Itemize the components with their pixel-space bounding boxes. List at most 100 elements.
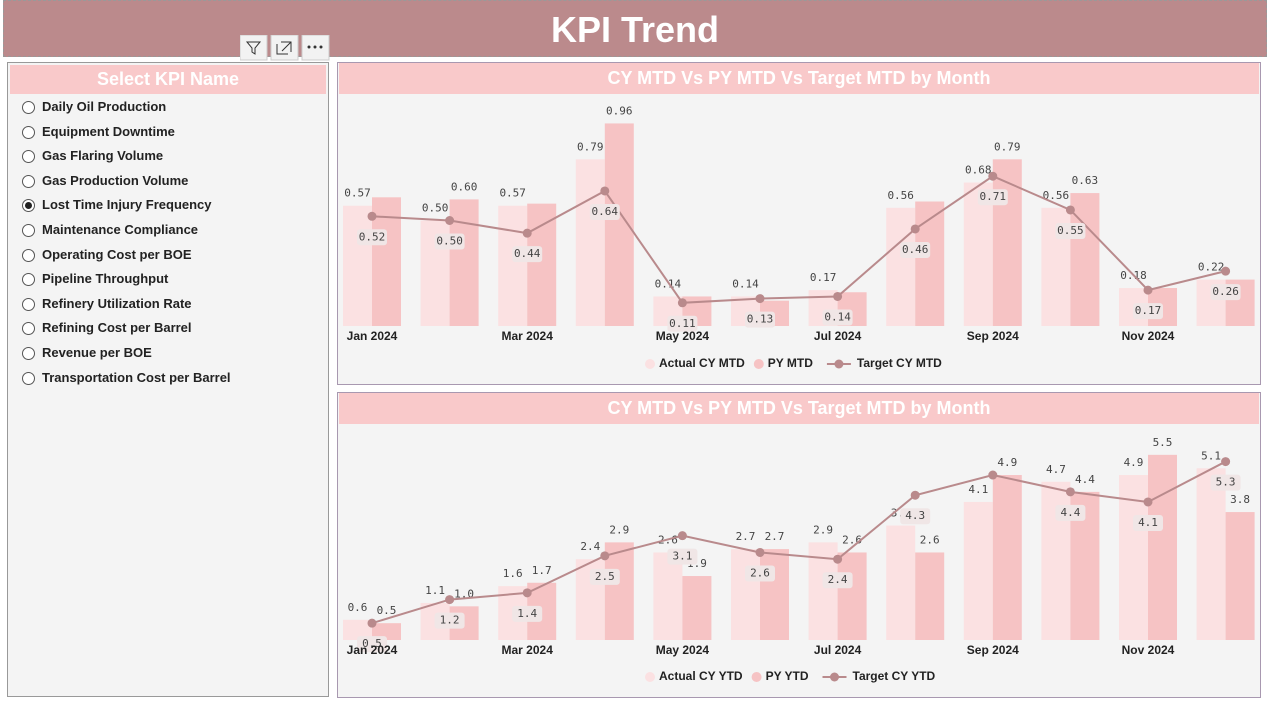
line-marker <box>677 531 687 541</box>
x-tick-label: Jul 2024 <box>814 329 862 343</box>
line-marker <box>1065 487 1075 497</box>
radio[interactable] <box>22 347 35 360</box>
data-label: 0.50 <box>422 202 449 215</box>
legend-marker <box>751 672 762 682</box>
label-box <box>434 233 465 250</box>
radio[interactable] <box>22 273 35 287</box>
data-label: 2.9 <box>609 523 629 536</box>
radio[interactable] <box>22 174 35 188</box>
radio[interactable] <box>22 248 35 262</box>
line-marker <box>988 171 998 181</box>
radio[interactable] <box>22 101 35 114</box>
slicer-item[interactable]: Refining Cost per Barrel <box>20 317 192 339</box>
bar <box>604 542 634 640</box>
slicer-item[interactable]: Transportation Cost per Barrel <box>20 367 231 389</box>
line-marker <box>522 228 532 238</box>
bar <box>1225 512 1255 640</box>
slicer-item-label: Refining Cost per Barrel <box>42 320 192 336</box>
radio[interactable] <box>22 199 35 213</box>
bar <box>1119 475 1148 640</box>
x-tick-label: Mar 2024 <box>502 643 554 657</box>
focus-button[interactable] <box>270 35 299 61</box>
line <box>371 460 1227 625</box>
x-tick-label: Nov 2024 <box>1122 643 1175 657</box>
line-marker <box>1221 266 1231 276</box>
label-box <box>512 605 543 622</box>
line-marker <box>910 224 920 234</box>
label-box <box>512 246 543 263</box>
radio[interactable] <box>22 224 35 237</box>
slicer-item[interactable]: Maintenance Compliance <box>20 219 198 241</box>
label-box <box>434 612 465 629</box>
bar <box>343 619 372 640</box>
data-label: 5.1 <box>1201 449 1221 462</box>
x-tick-label: Sep 2024 <box>967 643 1019 657</box>
label-box <box>1055 222 1086 239</box>
bar <box>992 159 1022 326</box>
bar <box>915 201 945 326</box>
label-box <box>1133 303 1163 320</box>
bar <box>372 623 401 640</box>
data-label: 0.55 <box>1057 224 1084 237</box>
chart-panel <box>337 62 1261 385</box>
radio[interactable] <box>22 150 35 164</box>
data-label: 0.5 <box>362 637 382 650</box>
slicer-item[interactable]: Gas Flaring Volume <box>20 145 163 167</box>
legend-marker <box>645 672 655 682</box>
line-marker <box>988 470 998 480</box>
radio[interactable] <box>22 125 35 139</box>
legend-label: Actual CY MTD <box>659 356 745 370</box>
data-label: 0.44 <box>514 247 541 260</box>
bar <box>653 552 683 640</box>
data-label: 4.9 <box>1124 456 1144 469</box>
slicer-item[interactable]: Revenue per BOE <box>20 342 152 364</box>
data-label: 2.6 <box>920 533 940 546</box>
data-label: 1.2 <box>440 614 460 627</box>
data-label: 1.1 <box>425 584 445 597</box>
slicer-item-label: Maintenance Compliance <box>42 222 199 237</box>
slicer-item-label: Revenue per BOE <box>42 345 152 360</box>
filter-button[interactable] <box>240 35 268 61</box>
chart-title-bar <box>339 63 1259 94</box>
slicer-item[interactable]: Daily Oil Production <box>20 96 166 118</box>
focus-icon <box>276 41 292 55</box>
data-label: 2.4 <box>828 573 848 586</box>
bar <box>1148 454 1177 640</box>
slicer-item[interactable]: Refinery Utilization Rate <box>20 293 192 315</box>
data-label: 0.71 <box>980 190 1007 203</box>
radio[interactable] <box>22 371 35 385</box>
bar <box>682 576 712 640</box>
label-box <box>745 565 775 582</box>
data-label: 0.6 <box>348 601 368 614</box>
label-box <box>357 229 387 246</box>
line-marker <box>910 490 920 500</box>
line-marker <box>755 547 765 557</box>
data-label: 1.7 <box>532 564 552 577</box>
slicer-item[interactable]: Operating Cost per BOE <box>20 244 192 266</box>
bar <box>575 159 605 326</box>
label-box <box>900 241 931 258</box>
x-tick-label: May 2024 <box>656 329 710 343</box>
chart-panel <box>337 392 1261 698</box>
radio[interactable] <box>22 322 35 336</box>
header: KPI Trend <box>3 0 1267 57</box>
bar <box>992 475 1022 640</box>
slicer-item-label: Operating Cost per BOE <box>42 246 192 262</box>
data-label: 0.46 <box>902 243 929 256</box>
line-marker <box>677 298 687 308</box>
slicer-item[interactable]: Gas Production Volume <box>20 170 188 192</box>
radio[interactable] <box>22 297 35 311</box>
bar <box>915 552 945 640</box>
x-tick-label: Nov 2024 <box>1122 329 1175 343</box>
data-label: 0.14 <box>655 277 682 290</box>
data-label: 0.17 <box>1135 304 1162 317</box>
legend-marker <box>830 672 839 682</box>
data-label: 0.79 <box>577 140 604 153</box>
slicer-item[interactable]: Pipeline Throughput <box>20 268 168 290</box>
chart-title: CY MTD Vs PY MTD Vs Target MTD by Month <box>607 68 990 88</box>
bar <box>731 549 760 640</box>
slicer-item[interactable]: Equipment Downtime <box>20 121 175 143</box>
label-box <box>745 311 775 328</box>
slicer-item[interactable]: Lost Time Injury Frequency <box>20 194 212 216</box>
data-label: 4.1 <box>1138 516 1158 529</box>
